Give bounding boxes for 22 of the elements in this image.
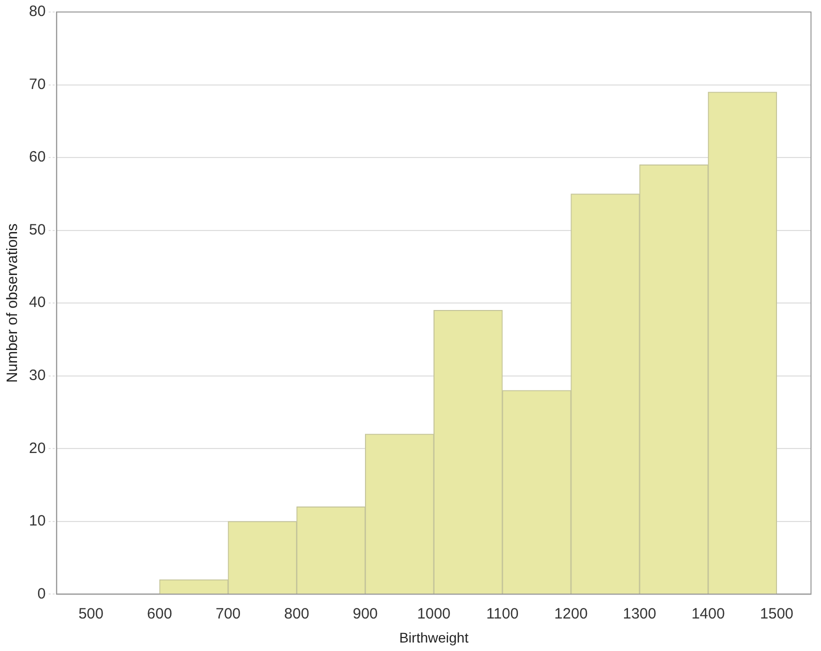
x-tick-label: 800 bbox=[284, 605, 310, 622]
x-tick-label: 900 bbox=[352, 605, 378, 622]
x-tick-label: 600 bbox=[147, 605, 172, 622]
y-tick-label: 30 bbox=[28, 367, 46, 384]
y-tick-label: 10 bbox=[28, 512, 46, 530]
x-tick-label: 1400 bbox=[691, 605, 725, 622]
x-tick-label: 1300 bbox=[622, 605, 656, 622]
x-tick-label: 1000 bbox=[417, 605, 451, 622]
x-tick-label: 1200 bbox=[554, 605, 588, 622]
y-tick-label: 70 bbox=[28, 76, 46, 93]
y-tick-label: 80 bbox=[28, 3, 46, 20]
x-axis-title: Birthweight bbox=[399, 629, 469, 646]
y-tick-label: 50 bbox=[28, 221, 46, 238]
x-tick-label: 700 bbox=[216, 605, 241, 622]
y-tick-label: 0 bbox=[37, 585, 46, 602]
y-axis-title: Number of observations bbox=[4, 223, 22, 383]
y-tick-label: 60 bbox=[28, 148, 46, 166]
y-tick-label: 40 bbox=[28, 294, 46, 312]
x-tick-label: 1500 bbox=[760, 605, 794, 622]
y-tick-label: 20 bbox=[28, 440, 46, 457]
x-tick-label: 1100 bbox=[486, 605, 519, 622]
x-tick-label: 500 bbox=[78, 605, 104, 622]
